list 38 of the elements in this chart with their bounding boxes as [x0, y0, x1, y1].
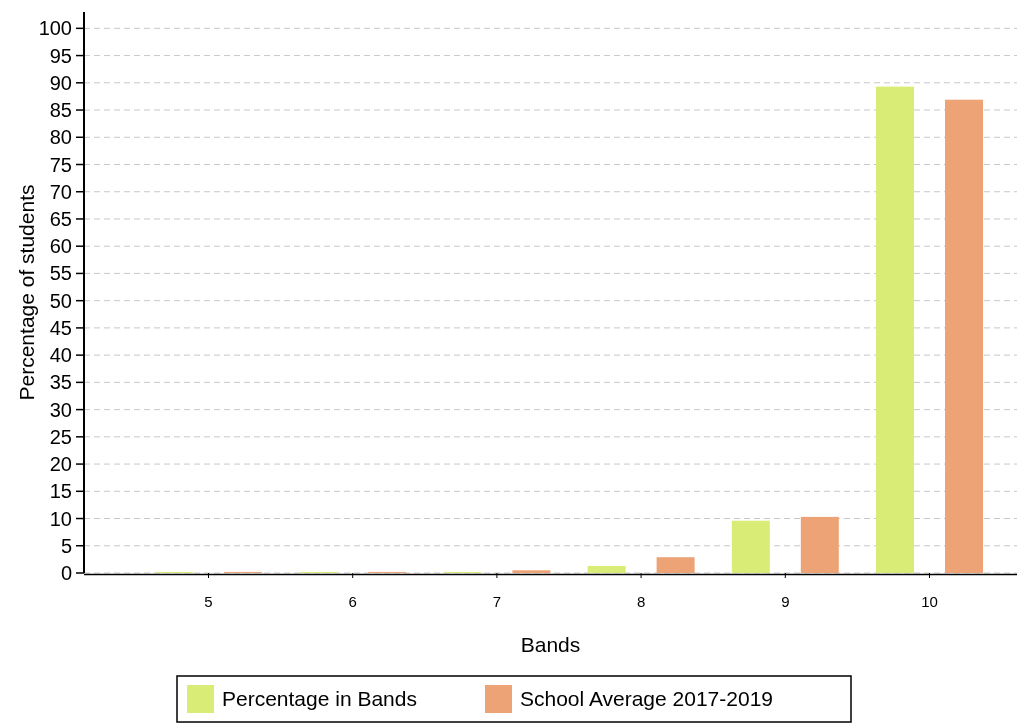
- bar: [876, 86, 914, 573]
- bar: [656, 557, 695, 573]
- y-tick-label: 80: [49, 126, 72, 149]
- y-tick-label: 90: [49, 71, 72, 94]
- y-tick-label: 40: [49, 344, 72, 367]
- y-tick-label: 95: [49, 44, 72, 67]
- y-tick-label: 35: [49, 371, 72, 394]
- y-tick-label: 55: [49, 262, 72, 285]
- y-tick-label: 85: [49, 99, 72, 122]
- y-tick-label: 60: [49, 235, 72, 258]
- y-tick-label: 50: [49, 289, 72, 312]
- y-axis-title: Percentage of students: [15, 184, 38, 401]
- bar: [731, 520, 770, 573]
- x-tick-label: 7: [492, 593, 502, 610]
- x-axis-title: Bands: [520, 633, 581, 656]
- y-tick-label: 20: [49, 453, 72, 476]
- y-tick-label: 0: [60, 562, 72, 584]
- x-tick-label: 8: [636, 593, 646, 610]
- bar: [945, 99, 983, 573]
- bar: [800, 516, 839, 573]
- y-tick-label: 70: [49, 180, 72, 203]
- legend-label: Percentage in Bands: [222, 687, 417, 711]
- y-tick-label: 30: [49, 398, 72, 421]
- y-tick-label: 5: [60, 534, 72, 557]
- y-tick-label: 45: [49, 316, 72, 339]
- legend-label: School Average 2017-2019: [520, 687, 773, 711]
- x-tick-label: 10: [921, 593, 938, 610]
- x-tick-label: 9: [781, 593, 790, 610]
- y-tick-label: 15: [49, 480, 72, 503]
- bar: [512, 570, 551, 573]
- x-tick-label: 6: [348, 593, 357, 610]
- y-tick-label: 75: [49, 153, 72, 176]
- x-tick-label: 5: [204, 593, 213, 610]
- y-tick-label: 65: [49, 207, 72, 230]
- y-tick-label: 100: [38, 17, 72, 40]
- y-tick-label: 10: [49, 507, 72, 530]
- y-tick-label: 25: [49, 425, 72, 448]
- bar: [587, 565, 626, 573]
